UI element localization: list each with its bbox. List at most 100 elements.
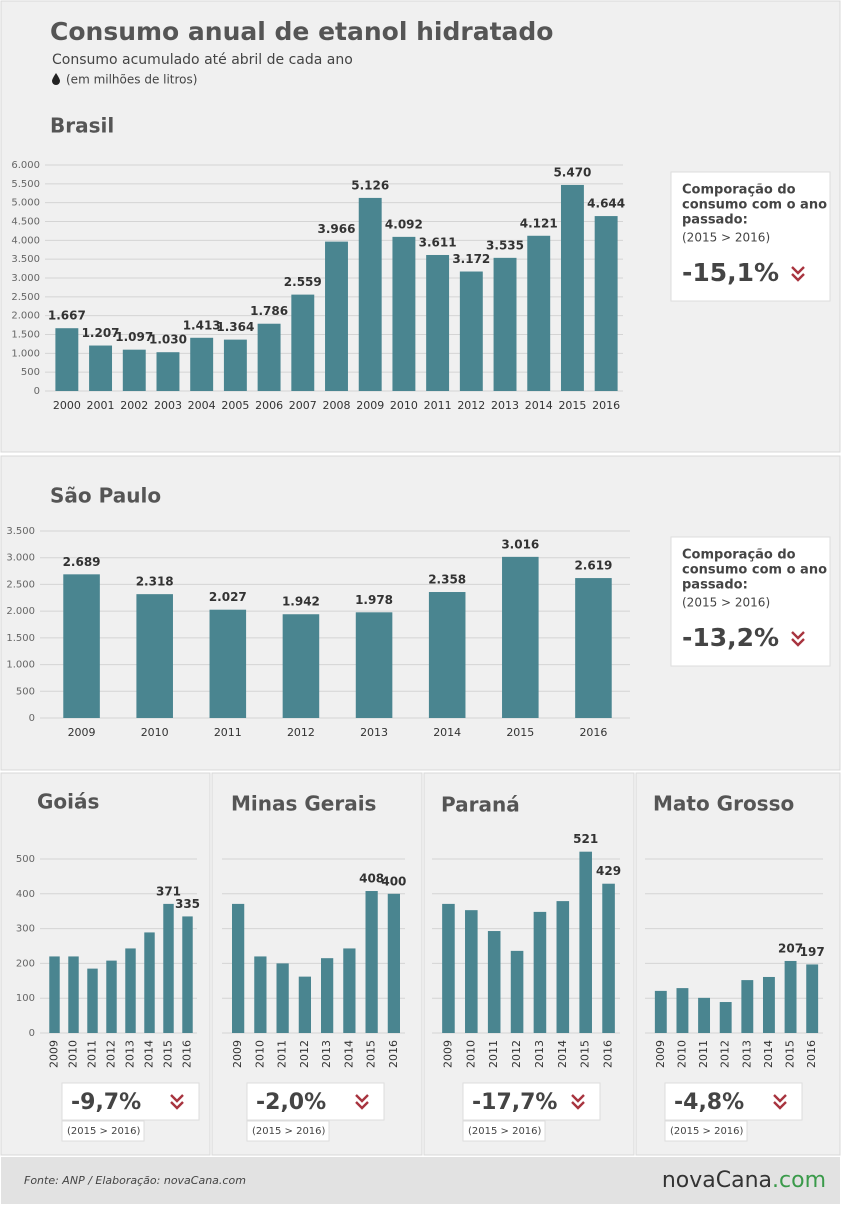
comparison-period: (2015 > 2016) — [670, 1126, 744, 1137]
x-tick-label: 2016 — [805, 1040, 818, 1068]
comparison-heading: Comporação do — [682, 183, 796, 198]
section-title: Mato Grosso — [653, 792, 794, 816]
comparison-change: -15,1% — [682, 258, 779, 287]
y-tick-label: 500 — [16, 686, 35, 697]
page-title: Consumo anual de etanol hidratado — [50, 17, 553, 46]
x-tick-label: 2012 — [719, 1040, 732, 1068]
x-tick-label: 2014 — [143, 1040, 156, 1068]
x-tick-label: 2009 — [654, 1040, 667, 1068]
x-tick-label: 2011 — [697, 1040, 710, 1068]
value-label: 1.097 — [115, 330, 153, 344]
bar — [144, 932, 155, 1033]
bar — [257, 323, 281, 391]
bar — [291, 294, 315, 391]
bar — [575, 578, 612, 718]
x-tick-label: 2011 — [276, 1040, 289, 1068]
logo: novaCana.com — [662, 1168, 826, 1193]
x-tick-label: 2011 — [424, 399, 452, 412]
x-tick-label: 2011 — [86, 1040, 99, 1068]
comparison-heading: Comporação do — [682, 548, 796, 563]
value-label: 3.535 — [486, 238, 524, 252]
comparison-period: (2015 > 2016) — [67, 1126, 141, 1137]
value-label: 2.318 — [136, 575, 174, 589]
x-tick-label: 2012 — [287, 726, 315, 739]
y-tick-label: 3.000 — [6, 553, 35, 564]
bar — [89, 345, 113, 391]
footer — [1, 1157, 840, 1204]
y-tick-label: 5.000 — [11, 198, 40, 209]
x-tick-label: 2016 — [181, 1040, 194, 1068]
value-label: 5.470 — [553, 165, 591, 179]
value-label: 3.611 — [419, 235, 457, 249]
x-tick-label: 2016 — [602, 1040, 615, 1068]
bar — [698, 997, 711, 1033]
bar — [136, 594, 173, 718]
value-label: 400 — [381, 874, 406, 888]
y-tick-label: 3.500 — [6, 526, 35, 537]
bar — [223, 339, 247, 391]
bar — [325, 241, 348, 391]
y-tick-label: 2.000 — [6, 606, 35, 617]
bar — [428, 592, 466, 718]
section-title: Goiás — [37, 790, 99, 814]
value-label: 408 — [359, 872, 384, 886]
x-tick-label: 2005 — [221, 399, 249, 412]
x-tick-label: 2016 — [592, 399, 620, 412]
y-tick-label: 4.500 — [11, 217, 40, 228]
value-label: 4.092 — [385, 217, 423, 231]
bar — [68, 956, 79, 1033]
value-label: 2.027 — [209, 590, 247, 604]
x-tick-label: 2012 — [510, 1040, 523, 1068]
y-tick-label: 0 — [29, 713, 35, 724]
bar — [387, 893, 400, 1033]
value-label: 429 — [596, 864, 621, 878]
bar — [358, 197, 382, 391]
y-tick-label: 0 — [29, 1028, 35, 1039]
x-tick-label: 2013 — [360, 726, 388, 739]
y-tick-label: 1.500 — [6, 633, 35, 644]
x-tick-label: 2013 — [533, 1040, 546, 1068]
comparison-change: -9,7% — [71, 1090, 141, 1115]
bar — [762, 976, 775, 1033]
section-title: São Paulo — [50, 484, 161, 508]
y-tick-label: 100 — [16, 993, 35, 1004]
section-title: Paraná — [441, 793, 520, 817]
value-label: 1.978 — [355, 593, 393, 607]
period-box — [246, 1120, 330, 1142]
x-tick-label: 2012 — [298, 1040, 311, 1068]
logo-part: nova — [662, 1168, 716, 1193]
y-tick-label: 200 — [16, 958, 35, 969]
value-label: 3.966 — [318, 222, 356, 236]
down-arrow-icon — [170, 1101, 184, 1110]
bar — [321, 958, 334, 1033]
y-tick-label: 3.000 — [11, 273, 40, 284]
y-tick-label: 6.000 — [11, 160, 40, 171]
bar — [232, 903, 245, 1033]
value-label: 1.030 — [149, 333, 187, 347]
x-tick-label: 2000 — [53, 399, 81, 412]
x-tick-label: 2015 — [579, 1040, 592, 1068]
x-tick-label: 2006 — [255, 399, 283, 412]
down-arrow-icon — [355, 1101, 369, 1110]
down-arrow-icon — [791, 631, 805, 640]
value-label: 2.358 — [428, 573, 466, 587]
value-label: 1.413 — [183, 318, 221, 332]
comparison-change: -2,0% — [256, 1090, 326, 1115]
bar — [502, 556, 539, 718]
bar — [442, 903, 455, 1033]
x-tick-label: 2004 — [188, 399, 216, 412]
x-tick-label: 2013 — [124, 1040, 137, 1068]
bar — [209, 609, 247, 718]
y-tick-label: 3.500 — [11, 254, 40, 265]
bar — [806, 964, 819, 1033]
comparison-box — [670, 171, 831, 302]
logo-part: .com — [772, 1168, 826, 1193]
bar — [55, 328, 79, 391]
bar — [355, 612, 393, 718]
bar — [106, 960, 117, 1033]
value-label: 1.667 — [48, 309, 86, 323]
value-label: 2.559 — [284, 275, 322, 289]
x-tick-label: 2015 — [162, 1040, 175, 1068]
x-tick-label: 2001 — [87, 399, 115, 412]
